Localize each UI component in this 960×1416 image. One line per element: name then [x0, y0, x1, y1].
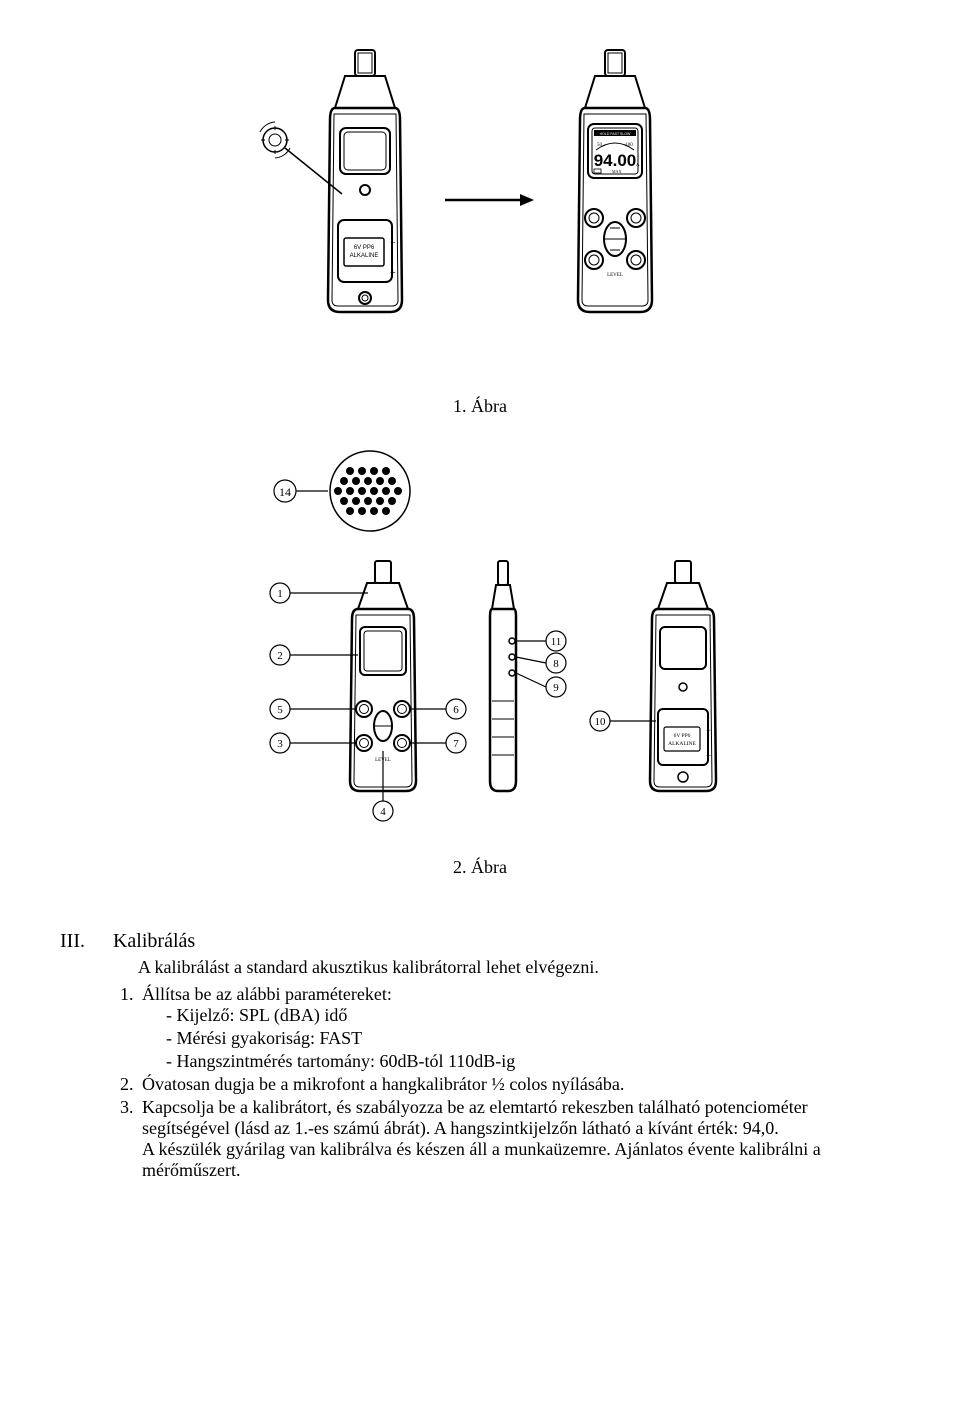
section-list: Állítsa be az alábbi paramétereket: Kije…: [60, 984, 900, 1181]
svg-text:5: 5: [277, 704, 283, 716]
device-side: [490, 561, 516, 791]
list-item: Állítsa be az alábbi paramétereket: Kije…: [138, 984, 900, 1072]
svg-text:+: +: [706, 751, 711, 761]
list-item: Óvatosan dugja be a mikrofont a hangkali…: [138, 1074, 900, 1095]
sublist-item: Mérési gyakoriság: FAST: [162, 1028, 900, 1049]
sublist: Kijelző: SPL (dBA) idő Mérési gyakoriság…: [142, 1005, 900, 1072]
battery-label-line2: ALKALINE: [350, 253, 379, 259]
svg-text:3: 3: [277, 738, 283, 750]
item-text: Kapcsolja be a kalibrátort, és szabályoz…: [142, 1097, 821, 1180]
figure-2-svg: 14 LEVEL 1: [180, 441, 780, 851]
svg-text:6V PP6: 6V PP6: [674, 733, 691, 739]
list-item: Kapcsolja be a kalibrátort, és szabályoz…: [138, 1097, 900, 1181]
label-10: 10: [590, 711, 656, 731]
svg-text:7: 7: [453, 738, 459, 750]
svg-text:MAX: MAX: [612, 169, 621, 174]
svg-text:9: 9: [553, 682, 559, 694]
svg-text:4: 4: [380, 806, 386, 818]
device-back-labeled: 6V PP6 ALKALINE − +: [650, 561, 716, 791]
label-14: 14: [274, 480, 328, 502]
figure-1-svg: 6V PP6 ALKALINE − +: [220, 40, 740, 390]
item-text: Állítsa be az alábbi paramétereket:: [142, 984, 392, 1004]
svg-text:A: A: [636, 163, 640, 168]
svg-text:1: 1: [277, 588, 283, 600]
label-11: 11: [516, 631, 566, 651]
lcd-status-text: HOLD FAST SLOW: [600, 132, 631, 136]
label-5: 5: [270, 699, 356, 719]
label-7: 7: [410, 733, 466, 753]
svg-text:LEVEL: LEVEL: [607, 273, 623, 278]
device-back: 6V PP6 ALKALINE − +: [328, 50, 402, 312]
svg-text:8: 8: [553, 658, 559, 670]
section-number: III.: [60, 930, 85, 953]
label-8: 8: [516, 653, 566, 673]
device-front: HOLD FAST SLOW 50 100 94.00 MAX A: [578, 50, 652, 312]
arrow-between: [445, 194, 534, 206]
battery-label-line1: 6V PP6: [354, 245, 375, 251]
svg-text:14: 14: [279, 485, 291, 499]
figure-1-caption: 1. Ábra: [453, 396, 507, 417]
svg-text:2: 2: [277, 650, 283, 662]
windshield-icon: [330, 451, 410, 531]
label-6: 6: [410, 699, 466, 719]
item-text: Óvatosan dugja be a mikrofont a hangkali…: [142, 1074, 624, 1094]
svg-text:50: 50: [597, 143, 603, 148]
svg-text:ALKALINE: ALKALINE: [668, 741, 696, 747]
figure-1-container: 6V PP6 ALKALINE − +: [60, 40, 900, 441]
figure-2-container: 14 LEVEL 1: [60, 441, 900, 902]
svg-text:6: 6: [453, 704, 459, 716]
sublist-item: Hangszintmérés tartomány: 60dB-tól 110dB…: [162, 1051, 900, 1072]
svg-text:10: 10: [595, 716, 607, 728]
label-1: 1: [270, 583, 368, 603]
sublist-item: Kijelző: SPL (dBA) idő: [162, 1005, 900, 1026]
svg-text:+: +: [390, 268, 396, 279]
section-intro: A kalibrálást a standard akusztikus kali…: [138, 957, 900, 978]
lcd-value: 94.00: [594, 151, 637, 170]
figure-2-caption: 2. Ábra: [453, 857, 507, 878]
svg-text:−: −: [390, 238, 396, 249]
label-3: 3: [270, 733, 356, 753]
svg-text:11: 11: [551, 636, 562, 648]
svg-text:100: 100: [625, 143, 633, 148]
label-9: 9: [516, 673, 566, 697]
svg-text:−: −: [706, 725, 711, 735]
section-heading: Kalibrálás: [113, 930, 195, 953]
label-2: 2: [270, 645, 358, 665]
